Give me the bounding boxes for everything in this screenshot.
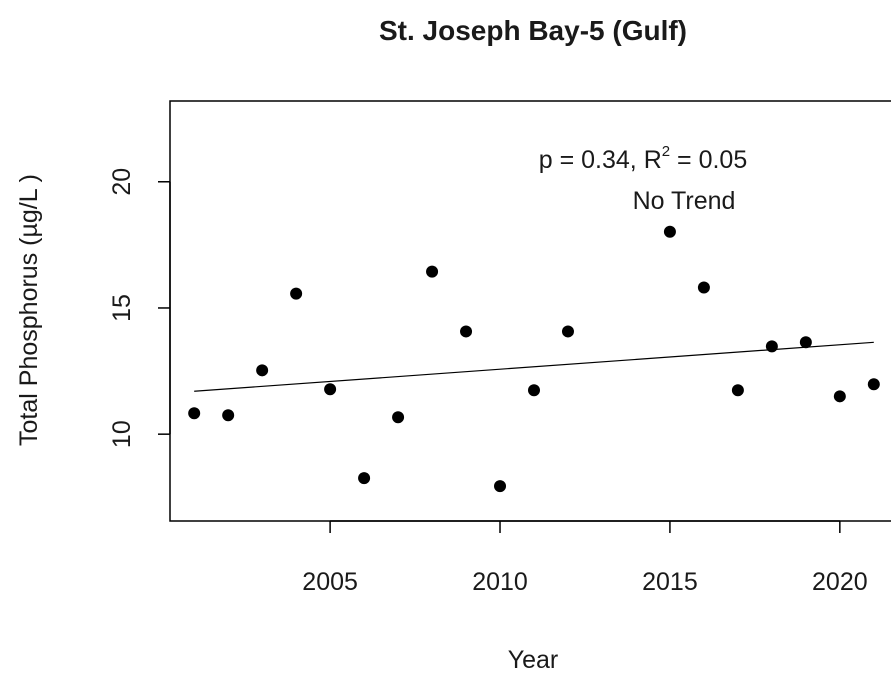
annotation-superscript: 2 [662,143,670,160]
trend-line [194,341,874,392]
x-tick-label: 2005 [302,568,358,596]
point [663,225,676,238]
annotation-text: p = 0.34, R [539,146,662,174]
point [765,340,778,353]
point [528,384,540,397]
point [426,265,439,278]
point [290,287,303,300]
point [799,336,812,349]
point [561,325,574,338]
point [697,281,710,294]
point [392,411,405,424]
y-axis-label: Total Phosphorus (µg/L ) [15,174,43,446]
x-tick-label: 2015 [642,568,698,596]
point [460,325,473,338]
chart-title: St. Joseph Bay-5 (Gulf) [379,15,687,46]
annotation-trend: No Trend [633,187,736,215]
plot-frame [169,100,891,522]
y-tick-label: 10 [108,420,136,448]
point [188,407,201,420]
point [324,383,337,396]
point [731,384,744,397]
point [833,390,846,403]
point [494,480,507,493]
point [358,472,371,485]
point [222,409,235,422]
x-tick-label: 2010 [472,568,528,596]
point [867,378,880,391]
annotation-text: = 0.05 [670,146,747,174]
annotation: p = 0.34, R2 = 0.05 [539,143,748,174]
x-tick-label: 2020 [812,568,868,596]
y-tick-label: 15 [108,294,136,322]
x-axis-label: Year [508,646,559,674]
point [256,364,269,377]
y-tick-label: 20 [108,168,136,196]
